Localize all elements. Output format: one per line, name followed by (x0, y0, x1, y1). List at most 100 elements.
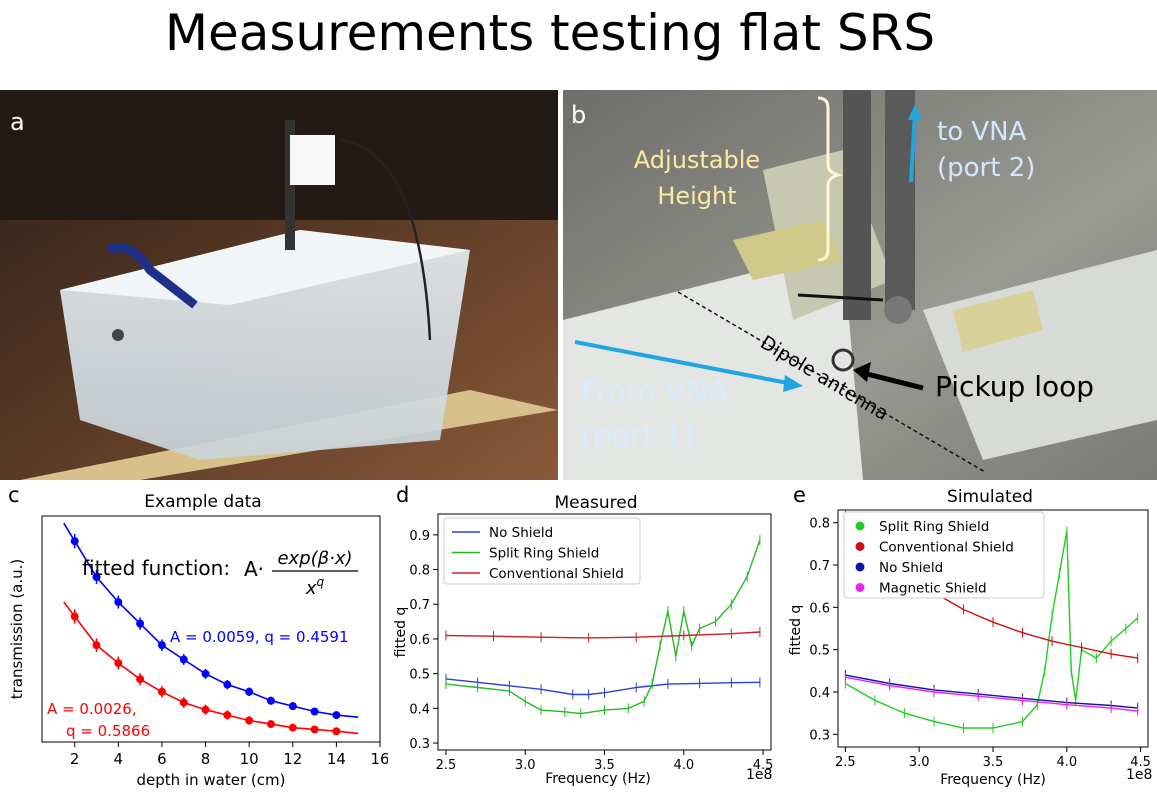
chart-d-x-label: Frequency (Hz) (545, 771, 651, 787)
panel-label-c: c (8, 483, 20, 507)
data-point (179, 655, 188, 664)
x-tick-label: 3.0 (515, 758, 536, 773)
data-point (201, 705, 210, 714)
panel-label-d: d (396, 483, 409, 507)
data-point (266, 696, 275, 705)
y-tick-label: 0.5 (409, 668, 430, 683)
data-point (310, 725, 319, 734)
panel-label-e: e (793, 483, 806, 507)
legend-swatch (855, 521, 865, 531)
x-tick-label: 4.5 (753, 758, 774, 773)
chart-simulated: e Simulated 2.5 3.0 3.5 4.0 4.5 0.3 0.4 0.5 0.6 0… (788, 483, 1152, 788)
x-tick-label: 2.5 (835, 755, 856, 770)
x-tick-label: 3.5 (594, 758, 615, 773)
data-point (70, 537, 79, 546)
chart-e-ticks: 2.5 3.0 3.5 4.0 4.5 0.3 0.4 0.5 0.6 0.7 0.8 (809, 517, 1151, 770)
y-tick-label: 0.9 (409, 529, 430, 544)
data-point (92, 572, 101, 581)
to-vna-arrow (909, 111, 917, 183)
data-point (70, 612, 79, 621)
data-point (92, 641, 101, 650)
data-point (157, 641, 166, 650)
pickup-arrow (862, 370, 924, 391)
series-line-conventional-shield (445, 631, 760, 639)
data-point (288, 723, 297, 732)
data-point (223, 711, 232, 720)
legend-label: Conventional Shield (489, 566, 624, 582)
panel-label-a: a (10, 108, 25, 136)
data-point (223, 680, 232, 689)
y-tick-label: 0.5 (809, 644, 830, 659)
from-vna-label-2: (port 1) (581, 419, 695, 454)
dipole-line (677, 291, 986, 473)
x-tick-label: 3.5 (983, 755, 1004, 770)
y-tick-label: 0.4 (809, 686, 830, 701)
from-vna-label-1: From VNA (581, 375, 729, 410)
legend-box (843, 511, 1045, 599)
fit-annotation-red-1: A = 0.0026, (47, 700, 137, 718)
chart-d-ticks: 2.5 3.0 3.5 4.0 4.5 0.3 0.4 0.5 0.6 0.7 0.8 0.9 (409, 529, 773, 773)
chart-c-x-ticks: 2 4 6 8 10 12 14 16 (70, 742, 388, 768)
x-tick-label: 4.0 (1056, 755, 1077, 770)
panel-b-annotations: b Adjustable Height to VNA (port 2) From… (571, 96, 1094, 473)
y-tick-label: 0.4 (409, 702, 430, 717)
legend-swatch (855, 542, 865, 551)
chart-d-title: Measured (554, 493, 637, 513)
legend-label: Conventional Shield (879, 540, 1014, 556)
y-tick-label: 0.8 (809, 517, 830, 532)
panel-label-b: b (571, 101, 586, 129)
data-point (245, 716, 254, 725)
y-tick-label: 0.7 (809, 559, 830, 574)
chart-c-plot-area (63, 522, 359, 736)
data-point (114, 659, 123, 668)
chart-c-x-label: depth in water (cm) (137, 771, 286, 789)
x-tick-label: 14 (327, 750, 346, 768)
formula-prefix: A· (244, 557, 264, 581)
legend-label: Split Ring Shield (489, 546, 599, 562)
data-point (288, 702, 297, 711)
to-vna-arrowhead (908, 104, 922, 120)
photo-water-tank (0, 90, 558, 480)
chart-d-legend: No Shield Split Ring Shield Conventional S… (443, 517, 641, 585)
x-tick-label: 3.0 (909, 755, 930, 770)
series-line-no-shield (445, 678, 760, 696)
x-tick-label: 2.5 (436, 758, 457, 773)
x-tick-label: 4 (114, 750, 124, 768)
legend-label: Split Ring Shield (879, 519, 989, 535)
y-tick-label: 0.3 (409, 737, 430, 752)
x-tick-label: 4.0 (673, 758, 694, 773)
chart-e-legend: Split Ring Shield Conventional Shield No S… (843, 511, 1045, 599)
data-point (201, 669, 210, 678)
formula-label: fitted function: (82, 556, 230, 580)
dipole-antenna-label: Dipole antenna (756, 331, 892, 425)
chart-c-title: Example data (144, 492, 261, 512)
x-tick-label: 12 (283, 750, 302, 768)
formula-denominator: xq (305, 575, 325, 599)
legend-label: No Shield (879, 560, 943, 576)
fit-annotation-red-2: q = 0.5866 (66, 722, 150, 740)
x-tick-label: 4.5 (1130, 755, 1151, 770)
chart-measured: d Measured 2.5 3.0 3.5 4.0 4.5 0.3 0.4 0.5 0.6 0.… (393, 483, 773, 787)
adjustable-label-2: Height (657, 182, 736, 210)
data-point (332, 727, 341, 736)
data-point (245, 687, 254, 696)
data-point (310, 707, 319, 716)
adjustable-label-1: Adjustable (634, 146, 760, 174)
page-title: Measurements testing flat SRS (164, 4, 936, 62)
data-point (179, 698, 188, 707)
chart-c-frame (41, 515, 381, 743)
to-vna-label-1: to VNA (937, 117, 1027, 147)
legend-swatch (855, 583, 865, 592)
chart-d-plot-area (445, 535, 761, 719)
chart-e-y-label: fitted q (788, 605, 804, 656)
data-point (136, 675, 145, 684)
series-line-magnetic-shield (845, 676, 1138, 712)
chart-example-data: c Example data 2 4 6 8 10 12 14 16 depth in wat… (8, 483, 388, 789)
legend-label: No Shield (489, 525, 553, 541)
series-line-no-shield (845, 674, 1138, 709)
y-tick-label: 0.6 (409, 633, 430, 648)
pickup-loop-label: Pickup loop (935, 370, 1094, 403)
chart-c-y-label: transmission (a.u.) (8, 559, 26, 700)
chart-d-x-multiplier: 1e8 (746, 767, 772, 783)
data-point (114, 598, 123, 607)
